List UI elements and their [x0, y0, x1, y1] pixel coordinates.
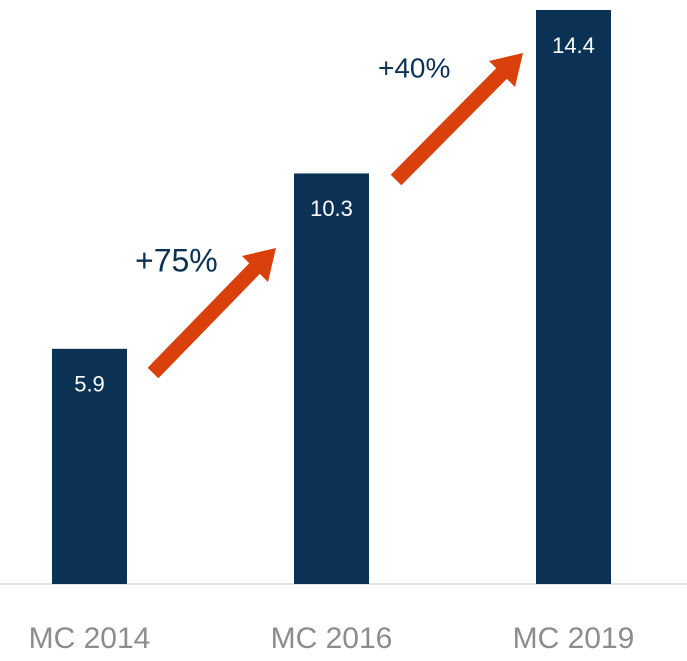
x-tick-label: MC 2016 [271, 622, 393, 655]
value-label: 14.4 [552, 33, 595, 58]
annotation: +40% [378, 52, 450, 83]
bar [52, 348, 127, 584]
bar [294, 173, 369, 585]
value-label: 5.9 [74, 372, 105, 397]
growth-arrows [147, 53, 523, 379]
arrow-shaft [147, 259, 264, 379]
arrow-head [489, 53, 523, 87]
annotation: +75% [135, 242, 218, 278]
x-tick-label: MC 2019 [513, 622, 635, 655]
bar [536, 10, 611, 584]
arrow-shaft [390, 64, 511, 186]
arrow-head [242, 248, 276, 282]
value-label: 10.3 [310, 196, 353, 221]
x-tick-label: MC 2014 [29, 622, 151, 655]
